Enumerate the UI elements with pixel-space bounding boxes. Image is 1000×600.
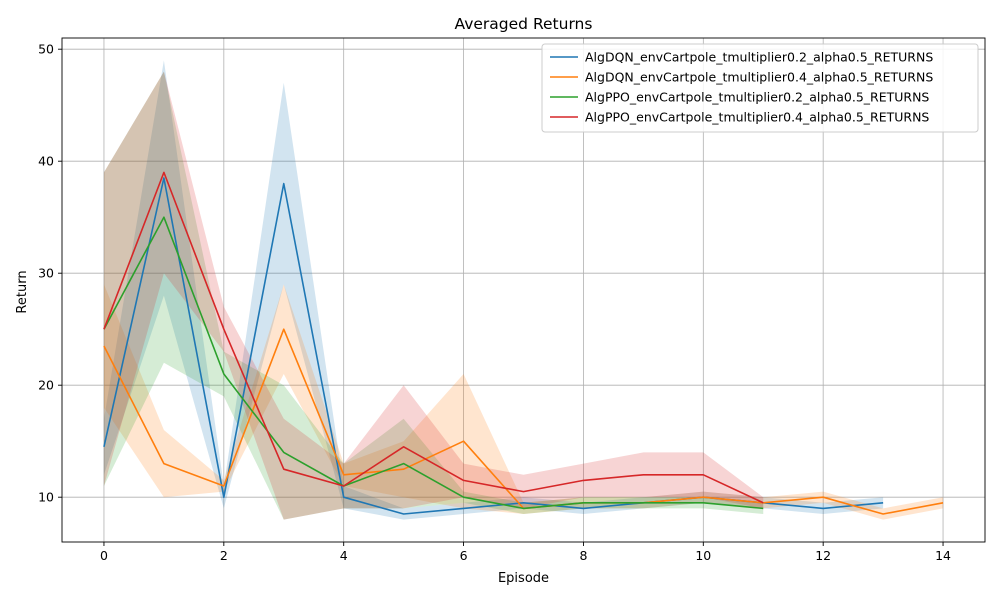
x-tick-label: 4	[340, 548, 348, 563]
x-tick-label: 2	[220, 548, 228, 563]
y-tick-label: 30	[38, 266, 54, 281]
x-axis-title: Episode	[498, 571, 549, 586]
series-band-3	[103, 71, 764, 520]
legend-label-2: AlgDQN_envCartpole_tmultiplier0.4_alpha0…	[585, 70, 933, 85]
x-tick-label: 10	[695, 548, 711, 563]
y-tick-label: 10	[38, 490, 54, 505]
plot-frame	[61, 37, 986, 543]
legend-label-1: AlgDQN_envCartpole_tmultiplier0.2_alpha0…	[585, 50, 933, 65]
x-tick-label: 14	[935, 548, 951, 563]
y-axis-title: Return	[15, 270, 30, 313]
series-line-4	[103, 171, 764, 504]
legend: AlgDQN_envCartpole_tmultiplier0.2_alpha0…	[541, 43, 979, 133]
series-lines	[103, 171, 944, 515]
chart-title: Averaged Returns	[455, 15, 593, 33]
confidence-bands	[103, 60, 944, 520]
series-band-1	[103, 60, 884, 520]
axes: 0 2 4 6 8 10 12 14 10 20 30 40 50	[38, 37, 986, 563]
legend-label-3: AlgPPO_envCartpole_tmultiplier0.2_alpha0…	[585, 90, 929, 105]
y-tick-label: 50	[38, 42, 54, 57]
y-tick-label: 40	[38, 154, 54, 169]
series-line-3	[103, 216, 764, 510]
x-tick-label: 0	[100, 548, 108, 563]
x-tick-label: 8	[579, 548, 587, 563]
y-tick-label: 20	[38, 378, 54, 393]
x-tick-label: 6	[460, 548, 468, 563]
legend-box	[541, 43, 979, 133]
series-band-4	[103, 71, 764, 520]
legend-label-4: AlgPPO_envCartpole_tmultiplier0.4_alpha0…	[585, 110, 929, 125]
x-tick-label: 12	[815, 548, 831, 563]
